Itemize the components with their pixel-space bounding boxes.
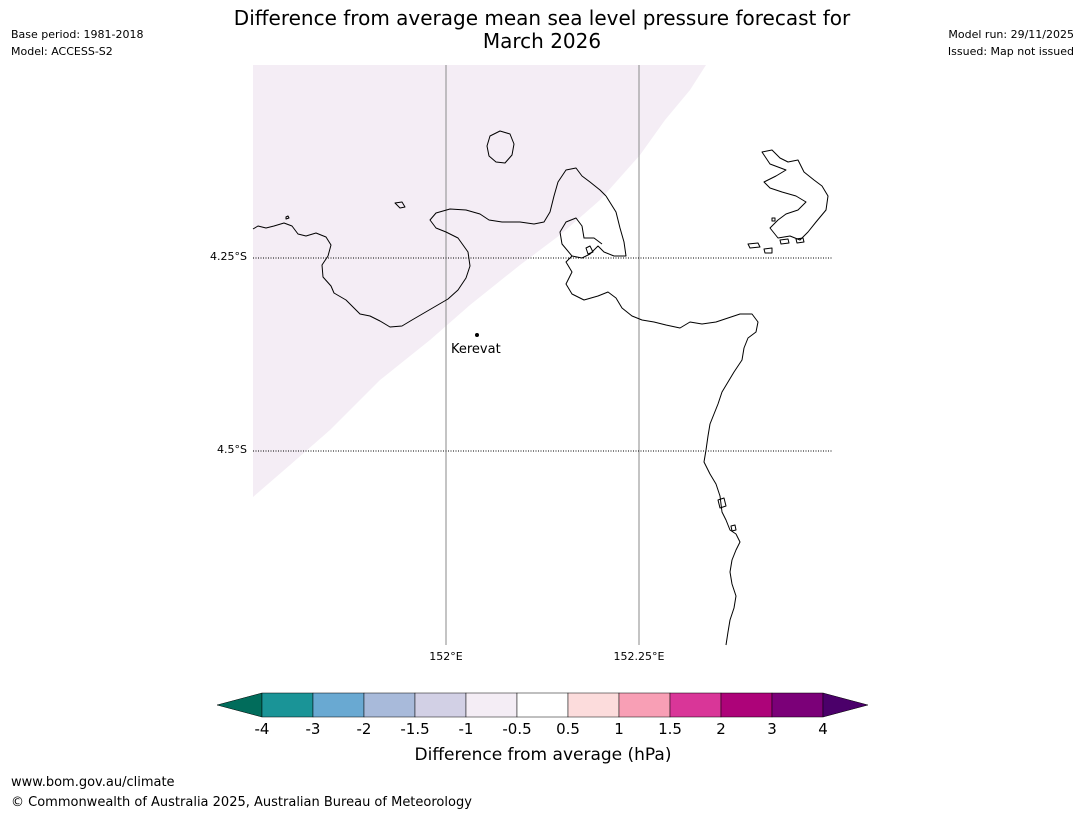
colorbar-swatch <box>363 692 416 718</box>
base-period: Base period: 1981-2018 <box>11 28 144 41</box>
footer-url[interactable]: www.bom.gov.au/climate <box>11 775 175 790</box>
town-marker-kerevat <box>475 333 479 337</box>
colorbar-swatch <box>465 692 518 718</box>
lon-label-152-25e: 152.25°E <box>613 650 665 663</box>
colorbar-tick-label: -0.5 <box>502 720 532 738</box>
coastline-north-island <box>486 130 515 164</box>
coastlines <box>252 130 829 646</box>
colorbar-tick-label: -1 <box>458 720 474 738</box>
colorbar-tick-label: -1.5 <box>400 720 430 738</box>
coastline-ne-islet-1 <box>747 242 761 249</box>
colorbar-swatch <box>414 692 467 718</box>
town-label-kerevat: Kerevat <box>451 342 501 357</box>
colorbar-tick-label: 4 <box>818 720 828 738</box>
coastline-islet-1 <box>394 201 406 209</box>
colorbar-under-triangle <box>216 692 263 718</box>
colorbar-swatch <box>312 692 365 718</box>
colorbar-swatch <box>771 692 824 718</box>
model-run: Model run: 29/11/2025 <box>948 28 1074 41</box>
colorbar-label: Difference from average (hPa) <box>414 745 672 765</box>
colorbar-swatch <box>720 692 773 718</box>
colorbar-tick-label: 2 <box>716 720 726 738</box>
coastline-ne-islet-2 <box>763 247 773 254</box>
coastline-islet-2 <box>285 215 290 220</box>
colorbar-swatch <box>516 692 569 718</box>
lon-label-152e: 152°E <box>429 650 463 663</box>
coastline-ne-island <box>761 149 829 241</box>
colorbar-tick-label: -3 <box>305 720 321 738</box>
colorbar-tick-label: 3 <box>767 720 777 738</box>
coastline-ne-islet-3 <box>779 238 790 245</box>
colorbar <box>216 692 869 718</box>
colorbar-tick-label: 1 <box>614 720 624 738</box>
coastline-east-islet-1 <box>717 497 727 509</box>
colorbar-swatch <box>618 692 671 718</box>
coastline-central-east <box>565 195 759 646</box>
issued-status: Issued: Map not issued <box>947 45 1074 58</box>
meta-right: Model run: 29/11/2025 Issued: Map not is… <box>948 26 1074 60</box>
colorbar-tick-label: 0.5 <box>556 720 580 738</box>
colorbar-swatch <box>567 692 620 718</box>
coastline-ne-islet-4 <box>795 237 805 244</box>
colorbar-swatch <box>261 692 314 718</box>
colorbar-over-triangle <box>822 692 869 718</box>
colorbar-swatch <box>669 692 722 718</box>
anomaly-shading <box>253 65 706 497</box>
colorbar-tick-label: 1.5 <box>658 720 682 738</box>
colorbar-tick-label: -4 <box>254 720 270 738</box>
lat-label-4-5s: 4.5°S <box>217 443 247 456</box>
coastline-ne-islet-5 <box>771 217 776 222</box>
coastline-west <box>252 167 607 328</box>
lat-label-4-25s: 4.25°S <box>210 250 247 263</box>
colorbar-tick-label: -2 <box>356 720 372 738</box>
footer-copyright: © Commonwealth of Australia 2025, Austra… <box>11 795 472 810</box>
coastline-lagoon <box>585 245 594 255</box>
coastline-east-islet-2 <box>730 524 737 532</box>
model-name: Model: ACCESS-S2 <box>11 45 113 58</box>
title-line-2: March 2026 <box>482 29 602 53</box>
meta-left: Base period: 1981-2018 Model: ACCESS-S2 <box>11 26 143 60</box>
map-title: Difference from average mean sea level p… <box>142 7 942 53</box>
coastline-peninsula <box>559 217 603 257</box>
title-line-1: Difference from average mean sea level p… <box>233 6 851 30</box>
